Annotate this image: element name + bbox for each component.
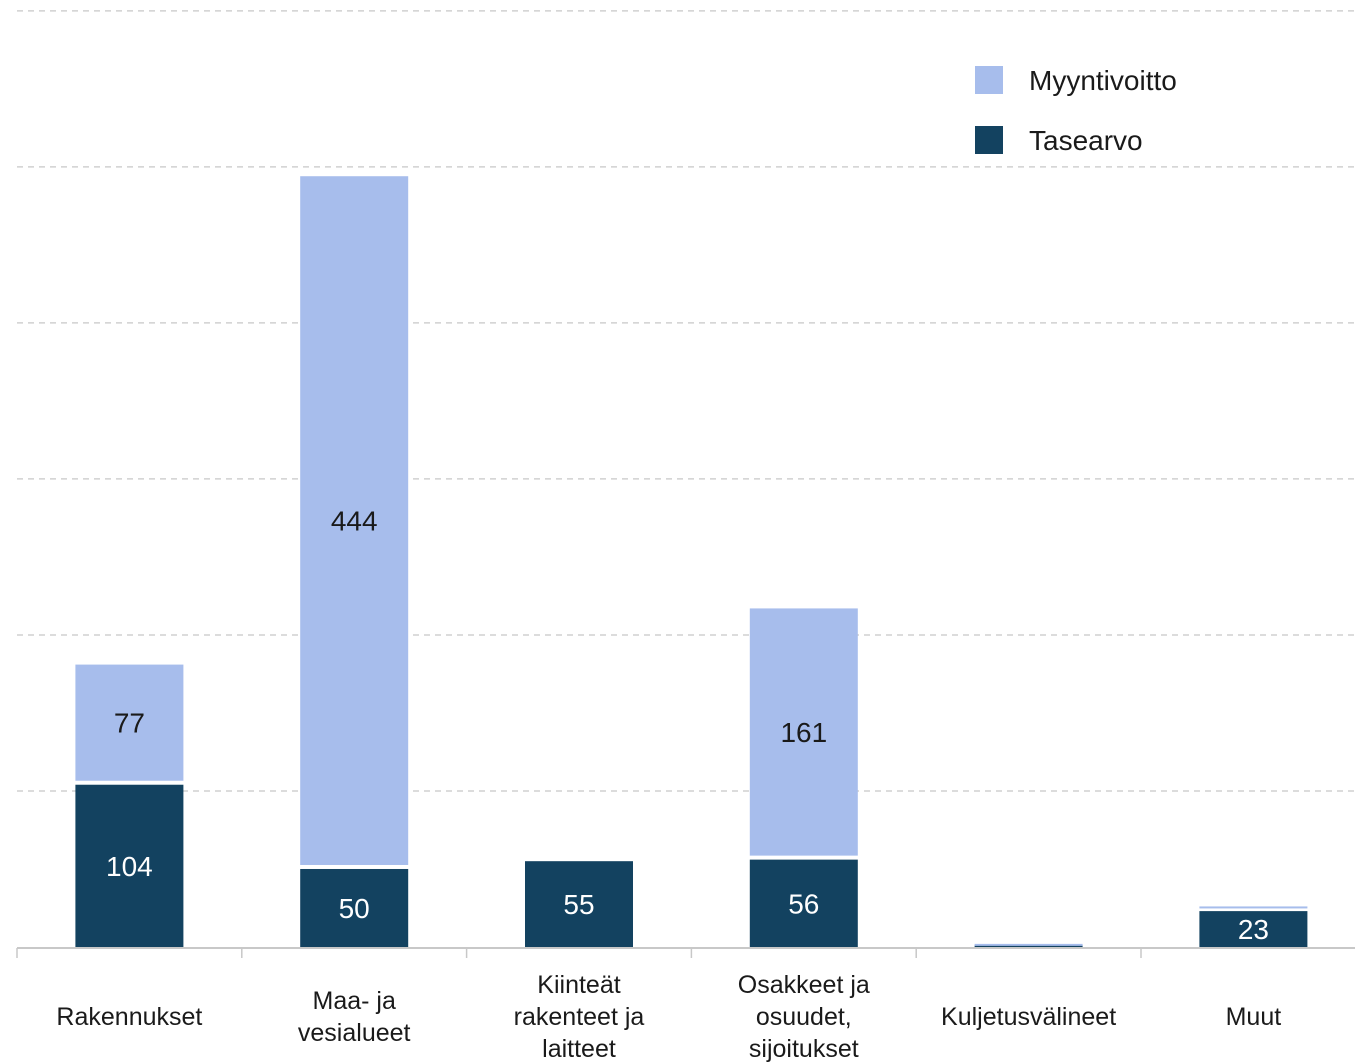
legend-label-tasearvo: Tasearvo xyxy=(1029,125,1143,156)
legend: Myyntivoitto Tasearvo xyxy=(975,65,1177,156)
category-label: vesialueet xyxy=(298,1019,411,1047)
legend-swatch-myyntivoitto xyxy=(975,66,1003,94)
bar-tasearvo xyxy=(75,784,184,947)
bar-tasearvo xyxy=(749,859,858,947)
bar-tasearvo xyxy=(974,945,1083,948)
category-label: Muut xyxy=(1226,1003,1282,1031)
bar-myyntivoitto xyxy=(974,943,1083,946)
data-label: 55 xyxy=(563,889,594,920)
category-label: sijoitukset xyxy=(749,1035,859,1063)
bar-myyntivoitto xyxy=(1199,906,1308,909)
category-label: rakenteet ja xyxy=(514,1003,645,1031)
gridlines xyxy=(17,10,1355,792)
bar-myyntivoitto xyxy=(300,176,409,865)
x-axis: Rakennukset Maa- ja vesialueet Kiinteät rake… xyxy=(16,947,1355,1063)
data-label: 104 xyxy=(106,851,153,882)
category-label: Kuljetusvälineet xyxy=(941,1003,1116,1031)
data-label: 23 xyxy=(1238,914,1269,945)
category-label: laitteet xyxy=(542,1035,616,1063)
bar-tasearvo xyxy=(300,868,409,947)
legend-label-myyntivoitto: Myyntivoitto xyxy=(1029,65,1177,96)
bars: 104 77 50 444 55 56 161 23 xyxy=(75,176,1308,948)
bar-myyntivoitto xyxy=(75,664,184,781)
data-label: 444 xyxy=(331,506,378,537)
bar-tasearvo xyxy=(525,861,633,947)
data-label: 161 xyxy=(780,717,827,748)
category-label: Rakennukset xyxy=(56,1003,202,1031)
bar-myyntivoitto xyxy=(749,608,858,856)
category-label: Kiinteät xyxy=(537,971,620,999)
category-label: osuudet, xyxy=(756,1003,852,1031)
legend-swatch-tasearvo xyxy=(975,126,1003,154)
category-label: Osakkeet ja xyxy=(738,971,870,999)
bar-tasearvo xyxy=(1199,911,1308,947)
category-label: Maa- ja xyxy=(313,987,396,1015)
data-label: 50 xyxy=(339,893,370,924)
data-label: 77 xyxy=(114,708,145,739)
data-label: 56 xyxy=(788,888,819,919)
